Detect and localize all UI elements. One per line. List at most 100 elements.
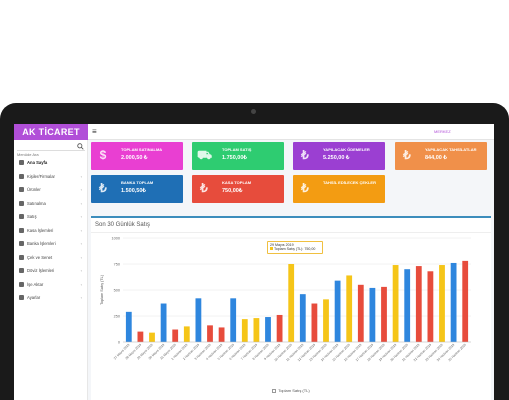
box-icon bbox=[19, 187, 24, 193]
laptop-frame: AK TİCARET ≡ MERKEZ Ana Sayfa Kişiler/Fir… bbox=[0, 103, 509, 400]
sidebar-item-label: Satınalma bbox=[27, 200, 46, 206]
bar[interactable] bbox=[415, 266, 422, 342]
home-icon bbox=[19, 160, 24, 166]
chevron-left-icon: ‹ bbox=[80, 214, 82, 219]
card-label: TOPLAM SATINALMA bbox=[121, 147, 163, 152]
sidebar-item-3[interactable]: Satınalma ‹ bbox=[14, 197, 88, 211]
card-icon: ⛟ bbox=[197, 148, 213, 162]
sidebar-item-8[interactable]: Döviz İşlemleri ‹ bbox=[14, 264, 88, 278]
legend-swatch bbox=[272, 388, 277, 393]
topbar: AK TİCARET ≡ MERKEZ bbox=[14, 124, 494, 140]
panel-divider bbox=[91, 232, 491, 233]
bar[interactable] bbox=[381, 286, 387, 342]
card-value: 1.500,50₺ bbox=[121, 188, 146, 194]
card-label: YAPILACAK TAHSİLATLAR bbox=[425, 147, 477, 152]
chart-legend[interactable]: Toplam Satış (TL) bbox=[91, 388, 491, 393]
tooltip-value: Toplam Satış (TL): 750,00 bbox=[274, 247, 316, 251]
card-label: YAPILACAK ÖDEMELER bbox=[323, 147, 370, 152]
summary-card-2[interactable]: ₺ YAPILACAK ÖDEMELER 5.250,00 ₺ bbox=[293, 142, 385, 170]
bar[interactable] bbox=[404, 269, 411, 342]
bar[interactable] bbox=[392, 265, 399, 342]
menu-toggle-icon[interactable]: ≡ bbox=[92, 127, 97, 136]
sidebar-item-1[interactable]: Kişiler/Firmalar ‹ bbox=[14, 170, 88, 184]
summary-card-0[interactable]: $ TOPLAM SATINALMA 2.000,50 ₺ bbox=[91, 142, 183, 170]
users-icon bbox=[19, 173, 24, 179]
bar[interactable] bbox=[276, 314, 283, 342]
sidebar-item-label: Satış bbox=[27, 214, 37, 220]
tooltip-swatch bbox=[270, 247, 273, 250]
summary-card-3[interactable]: ₺ YAPILACAK TAHSİLATLAR 844,00 ₺ bbox=[395, 142, 487, 170]
bar[interactable] bbox=[334, 280, 341, 342]
sales-chart-panel: Son 30 Günlük Satış 1000 750 500 250 0 Toplam… bbox=[91, 216, 491, 400]
bar[interactable] bbox=[183, 326, 190, 342]
chevron-left-icon: ‹ bbox=[80, 281, 82, 287]
card-label: TOPLAM SATIŞ bbox=[222, 147, 252, 152]
bar[interactable] bbox=[265, 317, 271, 342]
bar[interactable] bbox=[369, 287, 376, 342]
search-icon[interactable] bbox=[77, 143, 84, 150]
card-value: 1.750,00₺ bbox=[222, 155, 247, 161]
sidebar-item-0[interactable]: Ana Sayfa bbox=[14, 156, 88, 170]
bar[interactable] bbox=[346, 275, 353, 342]
bar[interactable] bbox=[299, 294, 306, 342]
sidebar-item-7[interactable]: Çek ve Senet ‹ bbox=[14, 251, 88, 265]
sidebar-item-label: Kasa İşlemleri bbox=[27, 227, 54, 233]
sidebar-search bbox=[17, 143, 85, 158]
bar[interactable] bbox=[218, 327, 225, 342]
legend-label: Toplam Satış (TL) bbox=[278, 388, 310, 393]
sidebar-item-label: Banka İşlemleri bbox=[27, 241, 56, 247]
bar[interactable] bbox=[462, 260, 469, 342]
sidebar-item-4[interactable]: Satış ‹ bbox=[14, 210, 88, 224]
summary-card-6[interactable]: ₺ TAHSİL EDİLECEK ÇEKLER bbox=[293, 175, 385, 203]
y-tick-label: 1000 bbox=[112, 236, 120, 240]
sidebar-item-10[interactable]: Ayarlar ‹ bbox=[14, 291, 88, 305]
bar[interactable] bbox=[427, 271, 434, 342]
main-content: $ TOPLAM SATINALMA 2.000,50 ₺ ⛟ TOPLAM SATIŞ… bbox=[88, 140, 494, 400]
chevron-left-icon: ‹ bbox=[80, 254, 82, 260]
bar[interactable] bbox=[323, 299, 329, 342]
sidebar-item-9[interactable]: İşe Aktar ‹ bbox=[14, 278, 88, 292]
search-input[interactable] bbox=[17, 151, 75, 158]
bar[interactable] bbox=[288, 264, 295, 342]
summary-card-1[interactable]: ⛟ TOPLAM SATIŞ 1.750,00₺ bbox=[192, 142, 284, 170]
bar[interactable] bbox=[311, 303, 318, 342]
chevron-left-icon: ‹ bbox=[80, 268, 82, 273]
bar[interactable] bbox=[439, 265, 445, 342]
bar[interactable] bbox=[172, 329, 179, 342]
summary-card-4[interactable]: ₺ BANKA TOPLAM 1.500,50₺ bbox=[91, 175, 183, 203]
summary-card-5[interactable]: ₺ KASA TOPLAM 750,00₺ bbox=[192, 175, 284, 203]
bar[interactable] bbox=[160, 303, 167, 342]
y-tick-label: 0 bbox=[118, 340, 120, 344]
card-value: 2.000,50 ₺ bbox=[121, 155, 148, 161]
bar[interactable] bbox=[149, 332, 155, 342]
bar[interactable] bbox=[357, 284, 364, 342]
bank-icon bbox=[19, 241, 24, 247]
sidebar-item-label: İşe Aktar bbox=[27, 281, 44, 287]
bar[interactable] bbox=[450, 262, 457, 342]
y-tick-label: 250 bbox=[114, 314, 120, 318]
y-tick-label: 750 bbox=[114, 262, 120, 266]
bar[interactable] bbox=[207, 325, 213, 342]
bar[interactable] bbox=[137, 331, 144, 342]
chevron-left-icon: ‹ bbox=[80, 227, 82, 233]
card-value: 844,00 ₺ bbox=[425, 155, 447, 161]
card-value: 750,00₺ bbox=[222, 188, 243, 194]
bar[interactable] bbox=[125, 311, 132, 342]
user-label[interactable]: MERKEZ bbox=[434, 129, 451, 134]
camera-icon bbox=[251, 109, 256, 114]
chevron-left-icon: ‹ bbox=[80, 200, 82, 206]
tooltip-title: 29 Mayıs 2019 bbox=[270, 243, 294, 247]
bar[interactable] bbox=[230, 298, 237, 342]
sidebar-item-5[interactable]: Kasa İşlemleri ‹ bbox=[14, 224, 88, 238]
brand-logo[interactable]: AK TİCARET bbox=[14, 124, 88, 140]
card-icon: ₺ bbox=[200, 181, 208, 195]
bar[interactable] bbox=[241, 319, 248, 342]
bar[interactable] bbox=[195, 298, 202, 342]
y-axis-label: Toplam Satış (TL) bbox=[100, 274, 104, 305]
sidebar-item-label: Ayarlar bbox=[27, 295, 41, 301]
gear-icon bbox=[19, 295, 24, 301]
bar[interactable] bbox=[253, 318, 260, 342]
sidebar-item-6[interactable]: Banka İşlemleri ‹ bbox=[14, 237, 88, 251]
sidebar-item-2[interactable]: Ürünler ‹ bbox=[14, 183, 88, 197]
cash-icon bbox=[19, 227, 24, 233]
